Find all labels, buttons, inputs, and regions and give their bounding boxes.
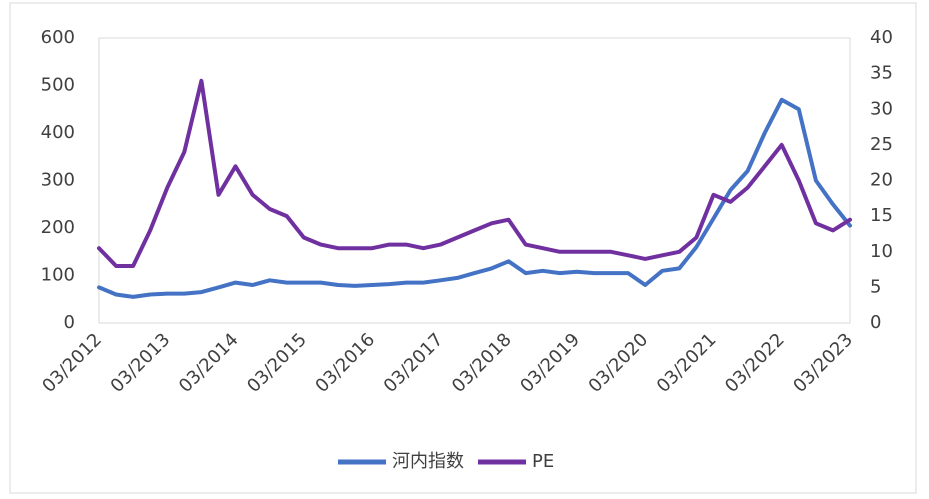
y2-tick-label: 25: [870, 134, 893, 155]
y-tick-label: 200: [41, 217, 75, 238]
y2-tick-label: 40: [870, 27, 893, 48]
y-tick-label: 500: [41, 75, 75, 96]
legend-label: PE: [532, 451, 554, 472]
y2-tick-label: 5: [870, 276, 881, 297]
y-tick-label: 0: [64, 312, 75, 333]
legend-label: 河内指数: [392, 451, 464, 472]
y-tick-label: 100: [41, 265, 75, 286]
y-tick-label: 400: [41, 122, 75, 143]
y2-tick-label: 10: [870, 241, 893, 262]
y2-tick-label: 0: [870, 312, 881, 333]
y-tick-label: 600: [41, 27, 75, 48]
y2-tick-label: 30: [870, 98, 893, 119]
plot-area: [98, 37, 851, 324]
y2-tick-label: 20: [870, 170, 893, 191]
line-series: [97, 78, 852, 268]
y2-tick-label: 35: [870, 63, 893, 84]
y-tick-label: 300: [41, 170, 75, 191]
y2-tick-label: 15: [870, 205, 893, 226]
chart-frame: [9, 2, 917, 494]
